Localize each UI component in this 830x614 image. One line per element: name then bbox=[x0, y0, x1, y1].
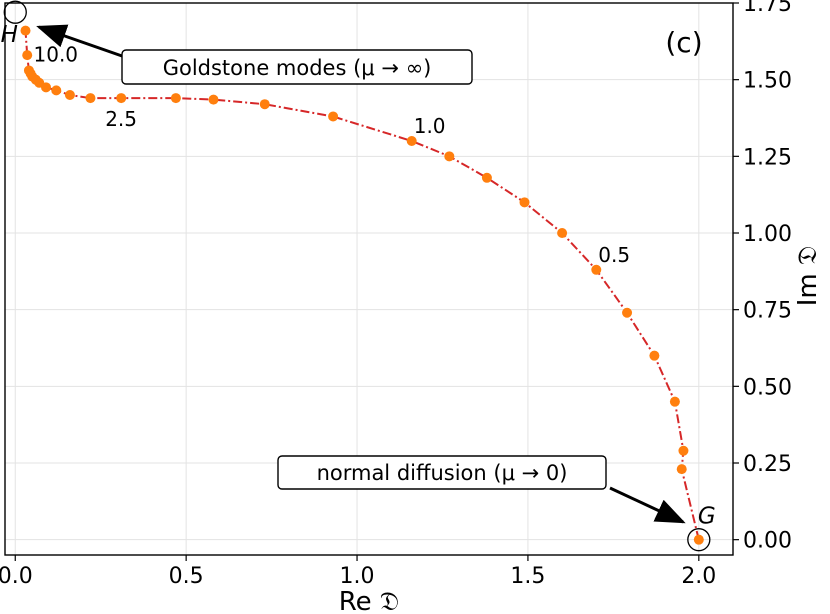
marker-circle-h bbox=[3, 0, 27, 24]
x-tick-label: 2.0 bbox=[681, 564, 716, 589]
y-tick-label: 0.75 bbox=[743, 299, 792, 324]
point-labels: 10.0 2.5 1.0 0.5 bbox=[34, 43, 631, 267]
x-tick-label: 0.0 bbox=[0, 564, 33, 589]
reference-markers: HG bbox=[1, 0, 716, 552]
data-point bbox=[328, 111, 339, 122]
point-label: 1.0 bbox=[414, 114, 446, 138]
axis-ticks: 0.0 0.5 1.0 1.5 2.0 0.00 0.25 0.50 0.75 1.00 1.25 1… bbox=[0, 0, 792, 589]
panel-label: (c) bbox=[665, 26, 702, 59]
y-tick-label: 1.00 bbox=[743, 222, 792, 247]
data-point bbox=[693, 534, 704, 545]
data-point bbox=[116, 93, 127, 104]
y-axis-title: Im 𝔇 bbox=[793, 246, 823, 307]
annotation-goldstone: Goldstone modes (μ → ∞) bbox=[36, 24, 473, 85]
data-point bbox=[170, 93, 181, 104]
y-tick-label: 0.50 bbox=[743, 375, 792, 400]
x-tick-label: 1.0 bbox=[340, 564, 375, 589]
data-point bbox=[51, 85, 62, 96]
data-point bbox=[444, 151, 455, 162]
data-point bbox=[208, 94, 219, 105]
data-point bbox=[557, 228, 568, 238]
x-tick-label: 0.5 bbox=[169, 564, 204, 589]
data-point bbox=[22, 50, 33, 61]
y-tick-label: 0.00 bbox=[743, 529, 792, 554]
marker-label-h: H bbox=[1, 22, 18, 48]
y-tick-label: 1.75 bbox=[743, 0, 792, 17]
data-point bbox=[678, 445, 689, 456]
data-point bbox=[64, 90, 75, 100]
annotation-goldstone-arrow bbox=[36, 24, 123, 58]
x-axis-title: Re 𝔇 bbox=[339, 587, 399, 614]
point-label: 10.0 bbox=[34, 43, 79, 67]
point-label: 0.5 bbox=[598, 243, 630, 267]
data-point bbox=[85, 93, 96, 104]
annotation-diffusion-text: normal diffusion (μ → 0) bbox=[317, 461, 568, 485]
annotation-diffusion-box bbox=[277, 455, 607, 490]
annotation-diffusion: normal diffusion (μ → 0) bbox=[277, 455, 686, 524]
data-point bbox=[649, 350, 660, 361]
y-tick-label: 0.25 bbox=[743, 452, 792, 477]
data-point bbox=[519, 197, 530, 208]
data-point bbox=[481, 172, 492, 183]
data-point bbox=[591, 264, 602, 275]
annotation-goldstone-box bbox=[121, 49, 473, 85]
data-point bbox=[406, 136, 417, 146]
x-tick-label: 1.5 bbox=[510, 564, 545, 589]
data-point bbox=[669, 396, 680, 407]
data-point bbox=[676, 464, 687, 475]
y-tick-label: 1.50 bbox=[743, 69, 792, 94]
data-point bbox=[622, 307, 633, 318]
annotation-goldstone-text: Goldstone modes (μ → ∞) bbox=[163, 56, 432, 80]
data-point bbox=[20, 25, 31, 36]
plot-frame bbox=[4, 2, 734, 556]
data-point bbox=[23, 65, 34, 76]
series bbox=[20, 25, 704, 545]
annotation-diffusion-arrow bbox=[609, 486, 686, 524]
y-tick-label: 1.25 bbox=[743, 145, 792, 170]
data-point bbox=[259, 99, 270, 110]
marker-circle-g bbox=[687, 528, 711, 552]
point-label: 2.5 bbox=[105, 107, 137, 131]
marker-label-g: G bbox=[698, 504, 716, 530]
